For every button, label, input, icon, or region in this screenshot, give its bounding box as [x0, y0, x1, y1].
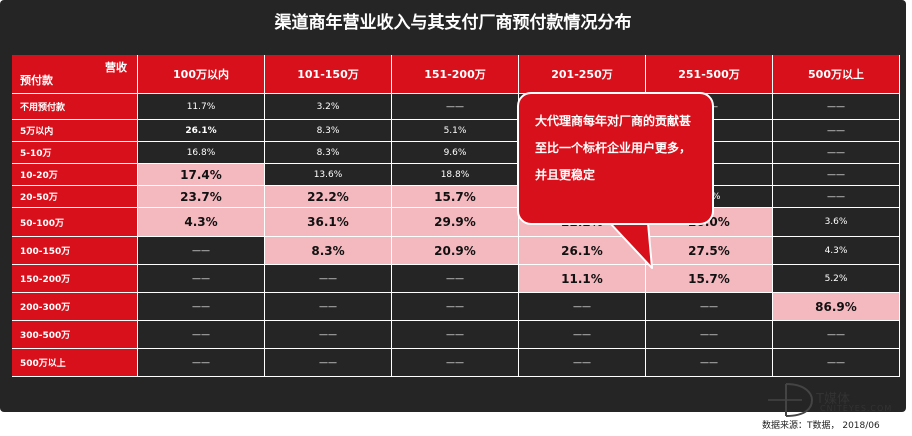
row-header: 200-300万 [12, 293, 138, 321]
table-cell: 13.6% [265, 164, 392, 186]
table-cell: 23.7% [138, 186, 265, 208]
watermark-site: CNITEYES.COM [820, 404, 893, 413]
row-header: 5万以内 [12, 120, 138, 142]
row-header: 50-100万 [12, 208, 138, 237]
table-cell: 3.6% [773, 208, 900, 237]
table-cell: 86.9% [773, 293, 900, 321]
table-cell: —— [646, 321, 773, 349]
table-cell: 26.1% [519, 237, 646, 265]
table-cell: —— [392, 321, 519, 349]
table-cell: —— [138, 349, 265, 377]
table-cell: —— [773, 349, 900, 377]
table-cell: —— [773, 164, 900, 186]
table-cell: 4.3% [773, 237, 900, 265]
table-cell: —— [265, 293, 392, 321]
brand-logo-icon [768, 383, 814, 417]
table-corner-header: 营收 预付款 [12, 55, 138, 94]
table-cell: 36.1% [265, 208, 392, 237]
data-source-note: 数据来源：T数据， 2018/06 [762, 421, 880, 431]
callout-bubble: 大代理商每年对厂商的贡献甚至比一个标杆企业用户更多，并且更稳定 [517, 92, 714, 225]
table-cell: —— [773, 186, 900, 208]
table-cell: 22.2% [265, 186, 392, 208]
table-cell: —— [265, 265, 392, 293]
row-header: 300-500万 [12, 321, 138, 349]
column-header: 151-200万 [392, 55, 519, 94]
callout-text: 大代理商每年对厂商的贡献甚至比一个标杆企业用户更多，并且更稳定 [535, 114, 692, 182]
table-cell: 9.6% [392, 142, 519, 164]
chart-title: 渠道商年营业收入与其支付厂商预付款情况分布 [274, 13, 632, 33]
column-header: 251-500万 [646, 55, 773, 94]
row-header: 不用预付款 [12, 94, 138, 120]
table-cell: 8.3% [265, 120, 392, 142]
table-cell: —— [646, 293, 773, 321]
table-cell: —— [519, 293, 646, 321]
table-cell: —— [265, 349, 392, 377]
table-cell: —— [392, 94, 519, 120]
row-header: 20-50万 [12, 186, 138, 208]
table-cell: —— [519, 321, 646, 349]
table-cell: 5.2% [773, 265, 900, 293]
table-cell: —— [773, 321, 900, 349]
table-cell: 29.9% [392, 208, 519, 237]
row-header: 10-20万 [12, 164, 138, 186]
chart-panel: 渠道商年营业收入与其支付厂商预付款情况分布 营收 预付款 100万以内 101-1… [0, 0, 906, 412]
table-cell: 20.9% [392, 237, 519, 265]
table-cell: 17.4% [138, 164, 265, 186]
table-cell: —— [265, 321, 392, 349]
table-cell: 11.1% [519, 265, 646, 293]
table-cell: —— [392, 265, 519, 293]
watermark-brand: T媒体 [816, 392, 850, 407]
table-cell: 11.7% [138, 94, 265, 120]
table-cell: 15.7% [392, 186, 519, 208]
table-cell: 8.3% [265, 142, 392, 164]
table-cell: —— [773, 142, 900, 164]
table-cell: 4.3% [138, 208, 265, 237]
table-cell: —— [519, 349, 646, 377]
table-cell: 3.2% [265, 94, 392, 120]
row-header: 500万以上 [12, 349, 138, 377]
table-cell: 26.1% [138, 120, 265, 142]
table-cell: —— [138, 265, 265, 293]
table-cell: —— [646, 349, 773, 377]
corner-top-label: 营收 [105, 61, 127, 74]
column-header: 201-250万 [519, 55, 646, 94]
table-cell: 8.3% [265, 237, 392, 265]
column-header: 500万以上 [773, 55, 900, 94]
table-cell: —— [392, 293, 519, 321]
row-header: 5-10万 [12, 142, 138, 164]
table-cell: 27.5% [646, 237, 773, 265]
table-cell: —— [773, 94, 900, 120]
table-cell: 5.1% [392, 120, 519, 142]
table-cell: —— [138, 237, 265, 265]
watermark: T媒体 CNITEYES.COM 数据来源：T数据， 2018/06 [762, 380, 912, 436]
table-cell: 15.7% [646, 265, 773, 293]
table-cell: —— [392, 349, 519, 377]
table-cell: —— [138, 321, 265, 349]
row-header: 150-200万 [12, 265, 138, 293]
table-cell: —— [773, 120, 900, 142]
row-header: 100-150万 [12, 237, 138, 265]
column-header: 101-150万 [265, 55, 392, 94]
table-cell: 18.8% [392, 164, 519, 186]
corner-bottom-label: 预付款 [20, 74, 53, 87]
table-cell: 16.8% [138, 142, 265, 164]
table-cell: —— [138, 293, 265, 321]
column-header: 100万以内 [138, 55, 265, 94]
